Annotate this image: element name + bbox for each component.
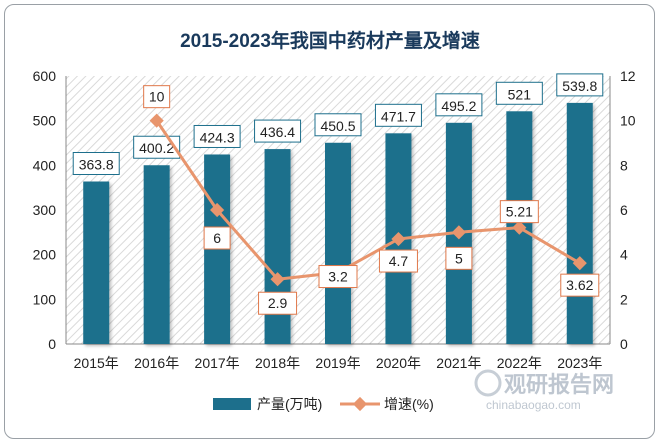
growth-marker	[512, 220, 527, 235]
growth-data-label: 6	[203, 226, 231, 250]
y-right-tick-label: 4	[620, 247, 628, 263]
growth-data-label: 5	[445, 246, 473, 270]
growth-data-label: 10	[143, 85, 171, 109]
bar-data-label: 424.3	[193, 124, 241, 148]
legend-bar-label: 产量(万吨)	[257, 396, 322, 412]
growth-marker	[270, 272, 285, 287]
bar-data-label: 450.5	[314, 113, 362, 137]
svg-text:539.8: 539.8	[562, 78, 597, 94]
growth-marker	[391, 231, 406, 247]
svg-text:5: 5	[455, 250, 463, 266]
svg-text:450.5: 450.5	[320, 118, 355, 134]
x-tick-label: 2019年	[315, 355, 360, 371]
svg-text:521: 521	[508, 86, 532, 102]
x-tick-label: 2017年	[195, 355, 240, 371]
bar	[264, 149, 291, 344]
y-right-tick-label: 2	[620, 291, 628, 307]
svg-text:3.62: 3.62	[566, 277, 593, 293]
legend-line-marker	[352, 396, 368, 412]
bar-data-label: 495.2	[435, 93, 483, 117]
growth-data-label: 2.9	[258, 291, 298, 315]
x-tick-label: 2018年	[255, 355, 300, 371]
bar-data-label: 436.4	[254, 119, 302, 143]
y-right-tick-label: 12	[620, 68, 636, 84]
svg-text:471.7: 471.7	[381, 108, 416, 124]
svg-text:495.2: 495.2	[441, 98, 476, 114]
x-tick-label: 2015年	[74, 355, 119, 371]
bar-data-label: 471.7	[374, 103, 422, 127]
growth-data-label: 5.21	[499, 200, 539, 224]
y-right-tick-label: 0	[620, 336, 628, 352]
x-tick-label: 2016年	[134, 355, 179, 371]
y-right-tick-label: 8	[620, 157, 628, 173]
y-right-tick-label: 6	[620, 202, 628, 218]
bar	[566, 102, 593, 344]
bar-data-label: 400.2	[133, 135, 181, 159]
x-tick-label: 2020年	[376, 355, 421, 371]
growth-marker	[451, 225, 466, 240]
y-left-tick-label: 200	[33, 247, 57, 263]
watermark-url: chinabaogao.com	[486, 398, 581, 412]
watermark-brand: 观研报告网	[504, 372, 614, 397]
growth-marker	[572, 256, 587, 271]
bar-data-label: 521	[495, 81, 543, 105]
svg-text:436.4: 436.4	[260, 124, 295, 140]
growth-line	[155, 119, 581, 281]
svg-text:3.2: 3.2	[328, 269, 348, 285]
y-right-tick-label: 10	[620, 113, 636, 129]
svg-text:2.9: 2.9	[268, 295, 288, 311]
growth-data-label: 3.62	[560, 273, 600, 297]
bar	[143, 165, 170, 344]
svg-text:400.2: 400.2	[139, 140, 174, 156]
bar	[83, 181, 110, 344]
x-tick-label: 2023年	[557, 355, 602, 371]
bar	[325, 142, 351, 344]
growth-marker	[210, 202, 225, 218]
y-left-tick-label: 0	[48, 336, 56, 352]
bar-data-label: 363.8	[72, 152, 120, 176]
x-tick-label: 2021年	[436, 355, 481, 371]
bar-data-label: 539.8	[556, 73, 604, 97]
legend-line-label: 增速(%)	[384, 396, 434, 412]
svg-text:10: 10	[149, 89, 165, 105]
svg-text:5.21: 5.21	[506, 204, 533, 220]
legend-bar-swatch	[213, 398, 251, 410]
svg-text:6: 6	[213, 230, 221, 246]
svg-text:363.8: 363.8	[79, 157, 114, 173]
growth-data-label: 3.2	[318, 265, 358, 289]
growth-data-label: 4.7	[378, 249, 418, 273]
watermark-logo-icon	[474, 369, 502, 397]
y-left-tick-label: 500	[33, 113, 57, 129]
svg-text:424.3: 424.3	[200, 129, 235, 145]
svg-text:4.7: 4.7	[389, 253, 409, 269]
y-left-tick-label: 400	[33, 157, 57, 173]
y-left-tick-label: 100	[33, 291, 57, 307]
chart-title: 2015-2023年我国中药材产量及增速	[180, 29, 480, 52]
legend: 产量(万吨) 增速(%)	[213, 396, 434, 412]
y-left-tick-label: 300	[33, 202, 57, 218]
y-left-tick-label: 600	[33, 68, 57, 84]
x-tick-label: 2022年	[497, 355, 542, 371]
